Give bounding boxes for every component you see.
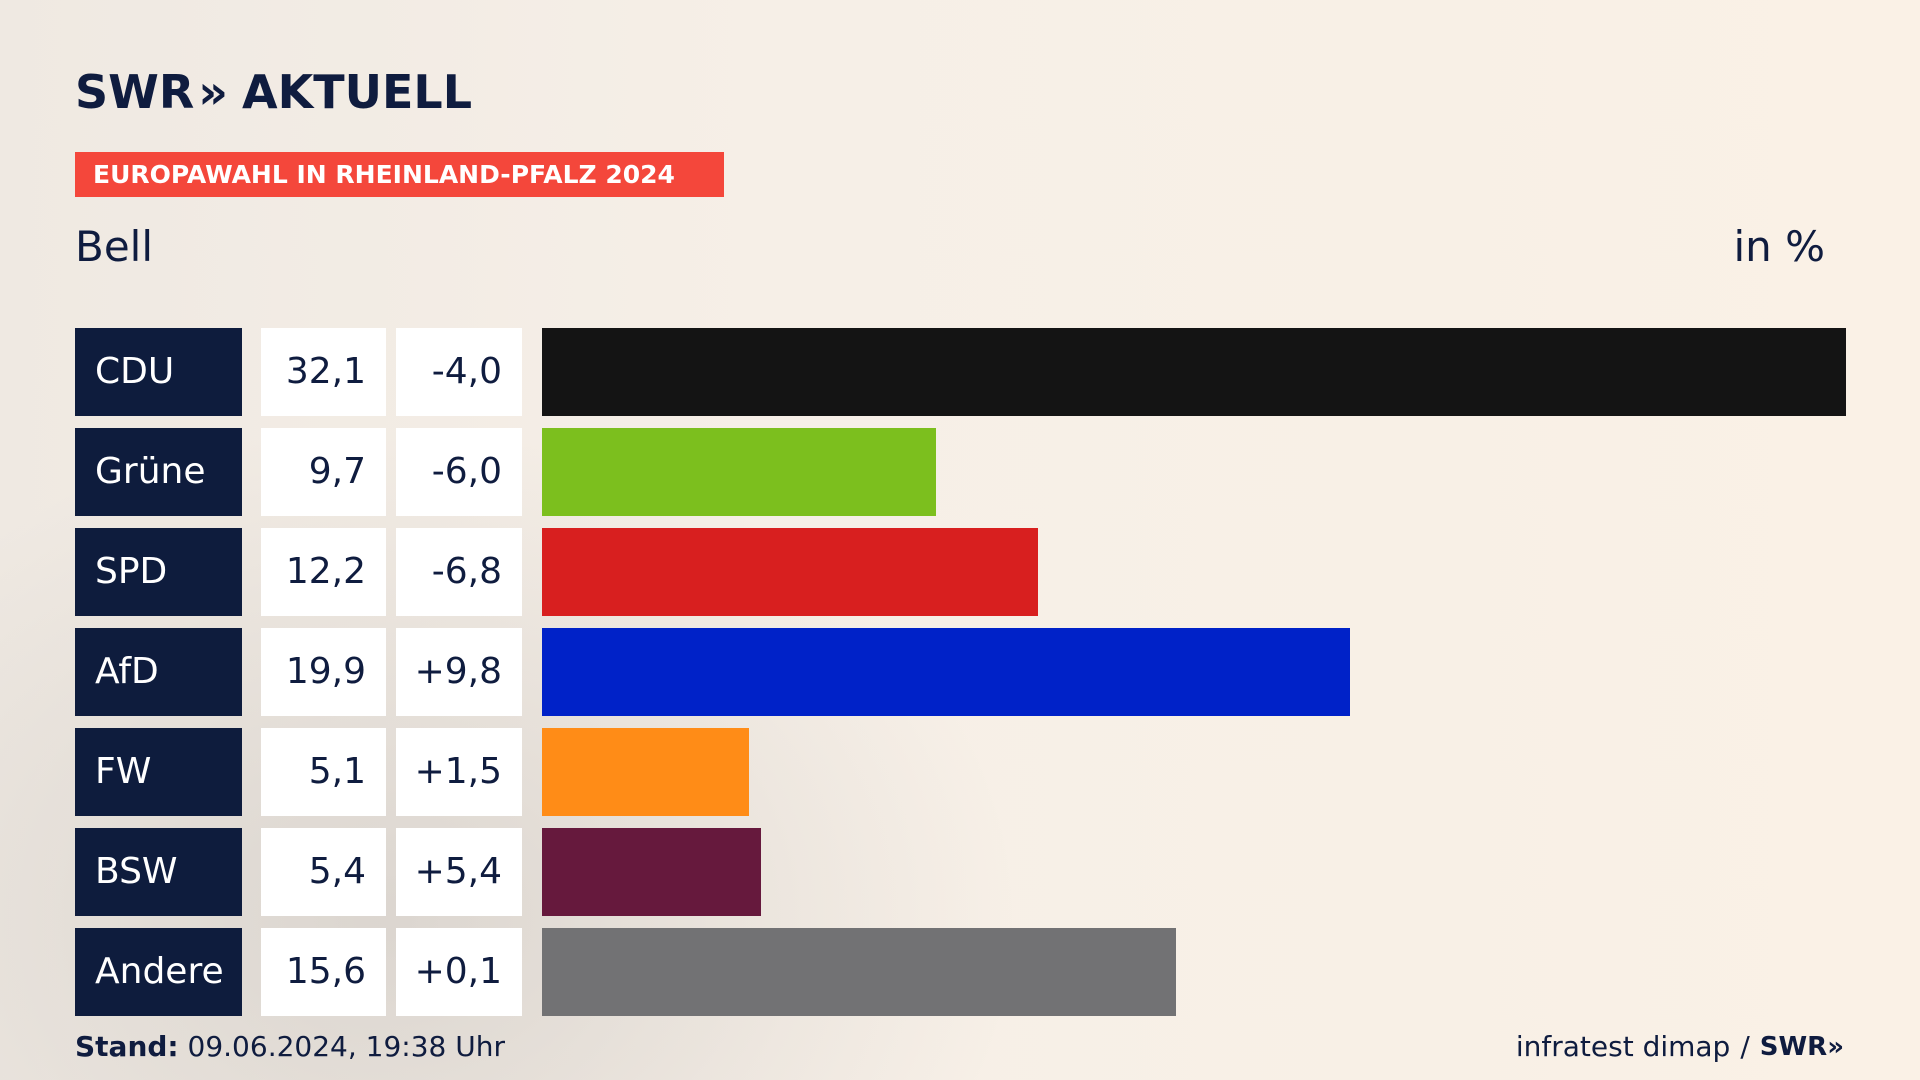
value-label: 12,2 xyxy=(261,528,386,616)
change-label: -6,0 xyxy=(396,428,522,516)
value-label: 9,7 xyxy=(261,428,386,516)
logo-text: SWR xyxy=(75,65,195,119)
bar xyxy=(542,428,936,516)
source-brand-chevrons-icon: » xyxy=(1827,1031,1844,1062)
change-label: +9,8 xyxy=(396,628,522,716)
unit-label: in % xyxy=(1733,222,1825,271)
region-name: Bell xyxy=(75,222,153,271)
change-label: +1,5 xyxy=(396,728,522,816)
party-label: Grüne xyxy=(75,428,242,516)
bar xyxy=(542,828,761,916)
source-credit: infratest dimap / SWR » xyxy=(1516,1030,1844,1063)
value-label: 32,1 xyxy=(261,328,386,416)
party-label: BSW xyxy=(75,828,242,916)
party-label: AfD xyxy=(75,628,242,716)
source-brand: SWR xyxy=(1759,1031,1828,1062)
source-separator: / xyxy=(1740,1030,1750,1063)
party-label: SPD xyxy=(75,528,242,616)
logo-chevrons-icon: » xyxy=(198,65,229,119)
value-label: 5,4 xyxy=(261,828,386,916)
logo-subtitle: AKTUELL xyxy=(242,65,473,119)
source-name: infratest dimap xyxy=(1515,1030,1731,1063)
party-label: CDU xyxy=(75,328,242,416)
bar xyxy=(542,528,1038,616)
bar xyxy=(542,928,1176,1016)
party-label: Andere xyxy=(75,928,242,1016)
value-label: 15,6 xyxy=(261,928,386,1016)
value-label: 19,9 xyxy=(261,628,386,716)
event-title-badge: EUROPAWAHL IN RHEINLAND-PFALZ 2024 xyxy=(75,152,724,197)
bar xyxy=(542,628,1350,716)
change-label: -4,0 xyxy=(396,328,522,416)
bar xyxy=(542,728,749,816)
timestamp: Stand: 09.06.2024, 19:38 Uhr xyxy=(75,1030,505,1063)
party-label: FW xyxy=(75,728,242,816)
change-label: -6,8 xyxy=(396,528,522,616)
change-label: +0,1 xyxy=(396,928,522,1016)
stand-value: 09.06.2024, 19:38 Uhr xyxy=(187,1030,505,1063)
stand-label: Stand: xyxy=(75,1030,179,1063)
bar xyxy=(542,328,1846,416)
change-label: +5,4 xyxy=(396,828,522,916)
value-label: 5,1 xyxy=(261,728,386,816)
swr-aktuell-logo: SWR » AKTUELL xyxy=(75,62,472,122)
